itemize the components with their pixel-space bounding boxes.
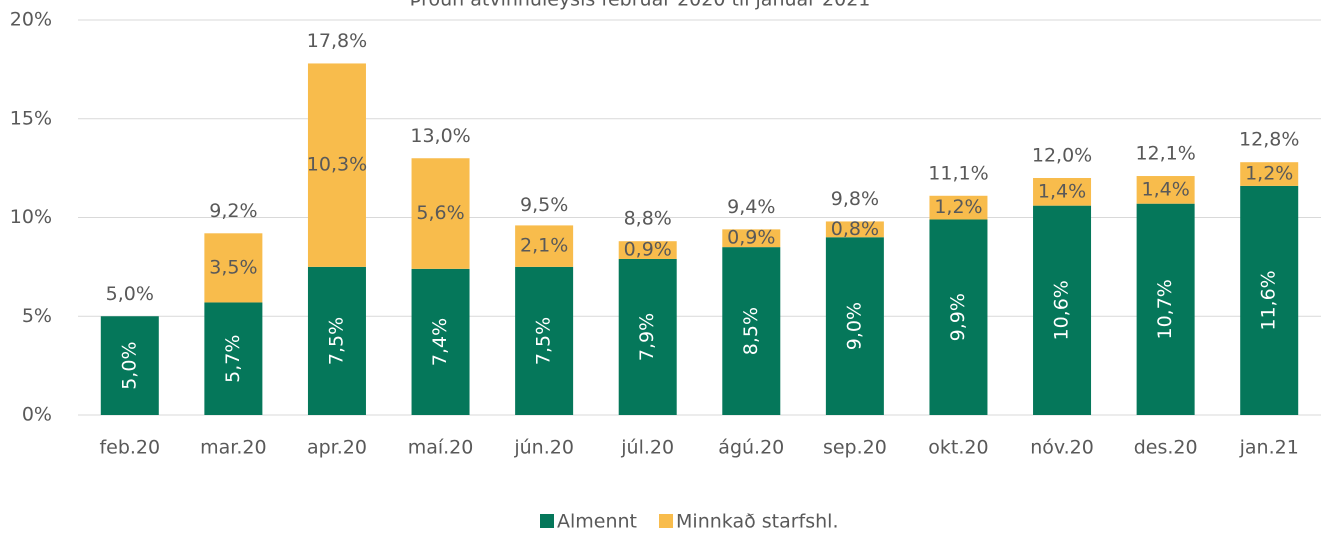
x-tick-label: ágú.20 [718,437,784,459]
total-label: 12,8% [1239,129,1299,151]
bar-segment [825,221,884,238]
x-tick-label: okt.20 [928,437,988,459]
y-tick-label: 10% [10,206,52,228]
value-label: 0,9% [624,239,672,261]
bar-segment [929,195,988,220]
value-label: 10,3% [307,154,367,176]
value-label: 5,7% [222,335,244,383]
bar-segment [307,63,366,267]
total-label: 8,8% [624,208,672,230]
value-label: 2,1% [520,235,568,257]
y-tick-label: 15% [10,107,52,129]
value-label: 1,2% [1245,163,1293,185]
x-tick-label: jan.21 [1239,437,1299,459]
value-label: 8,5% [740,307,762,355]
total-label: 9,4% [727,196,775,218]
total-label: 9,5% [520,194,568,216]
total-label: 17,8% [307,30,367,52]
total-label: 11,1% [928,162,988,184]
bar-segment [515,225,574,267]
value-label: 11,6% [1258,270,1280,330]
value-label: 7,5% [533,317,555,365]
bar-segment [722,229,781,248]
y-tick-label: 5% [22,305,52,327]
x-tick-label: mar.20 [200,437,266,459]
bar-segment [204,233,263,303]
bar-segment [1240,162,1299,186]
bar-segment [1033,178,1092,206]
bar-segment [307,266,366,415]
value-label: 5,0% [118,341,140,389]
bar-segment [825,237,884,415]
value-label: 7,4% [429,318,451,366]
legend-label: Minnkað starfshl. [676,511,838,533]
legend-swatch [540,514,554,528]
x-tick-label: feb.20 [99,437,160,459]
value-label: 1,4% [1141,178,1189,200]
legend-swatch [659,514,674,528]
bar-segment [1240,185,1299,415]
x-tick-label: des.20 [1134,437,1198,459]
x-tick-label: sep.20 [823,437,887,459]
x-tick-label: maí.20 [408,437,474,459]
value-label: 10,6% [1051,280,1073,340]
bar-segment [722,247,781,415]
value-label: 7,5% [325,317,347,365]
value-label: 9,0% [843,302,865,350]
value-label: 3,5% [209,256,257,278]
y-tick-label: 0% [22,404,52,426]
y-tick-label: 20% [10,9,52,31]
bar-segment [204,302,263,415]
bar-segment [1136,176,1195,204]
x-tick-label: nóv.20 [1030,437,1094,459]
x-tick-label: júl.20 [620,437,674,459]
value-label: 0,8% [831,218,879,240]
total-label: 9,2% [209,200,257,222]
bar-segment [411,268,470,415]
bar-segment [100,316,159,415]
total-label: 12,0% [1032,145,1092,167]
x-tick-label: apr.20 [307,437,367,459]
value-label: 10,7% [1154,279,1176,339]
total-label: 9,8% [831,188,879,210]
legend-label: Almennt [557,511,637,533]
value-label: 7,9% [636,313,658,361]
bar-segment [411,158,470,269]
bar-segment [929,219,988,415]
total-label: 13,0% [410,125,470,147]
value-label: 1,4% [1038,180,1086,202]
x-tick-label: jún.20 [513,437,574,459]
bar-segment [1033,205,1092,415]
value-label: 0,9% [727,227,775,249]
value-label: 1,2% [934,196,982,218]
total-label: 12,1% [1135,143,1195,165]
value-label: 5,6% [416,202,464,224]
chart-title: Þróun atvinnuleysis febrúar 2020 til jan… [410,0,871,11]
bar-segment [515,266,574,415]
bar-segment [618,241,677,259]
total-label: 5,0% [106,283,154,305]
value-label: 9,9% [947,293,969,341]
bar-segment [1136,203,1195,415]
bar-segment [618,258,677,415]
